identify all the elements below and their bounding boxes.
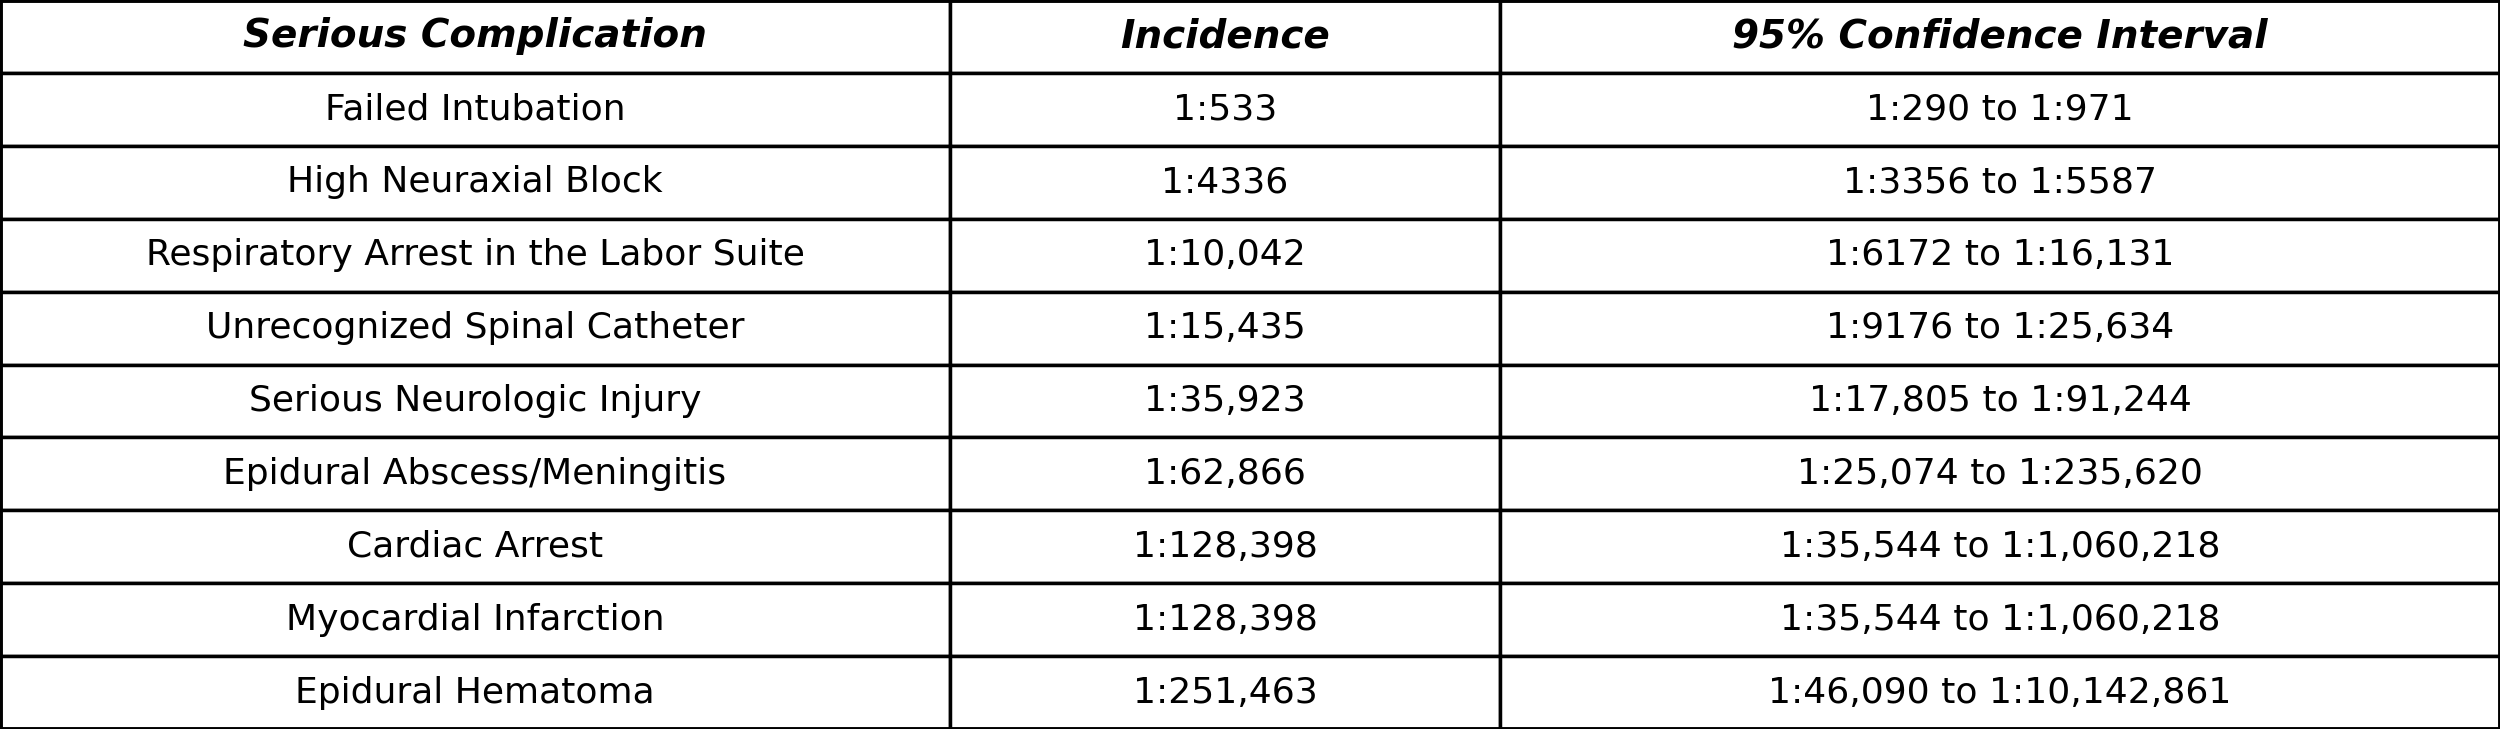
Text: High Neuraxial Block: High Neuraxial Block	[288, 165, 662, 199]
Bar	[950, 364, 1500, 437]
Text: 1:35,544 to 1:1,060,218: 1:35,544 to 1:1,060,218	[1780, 603, 2220, 636]
Bar	[950, 437, 1500, 510]
Text: Serious Neurologic Injury: Serious Neurologic Injury	[250, 384, 700, 418]
Bar	[950, 0, 1500, 73]
Text: Respiratory Arrest in the Labor Suite: Respiratory Arrest in the Labor Suite	[145, 238, 805, 272]
Bar	[0, 656, 950, 729]
Bar	[1500, 146, 2500, 219]
Text: Serious Complication: Serious Complication	[242, 17, 708, 55]
Bar	[0, 0, 950, 73]
Bar	[0, 219, 950, 292]
Bar	[0, 364, 950, 437]
Text: 1:128,398: 1:128,398	[1132, 603, 1318, 636]
Text: 1:17,805 to 1:91,244: 1:17,805 to 1:91,244	[1808, 384, 2192, 418]
Bar	[1500, 437, 2500, 510]
Bar	[1500, 0, 2500, 73]
Bar	[0, 583, 950, 656]
Bar	[0, 73, 950, 146]
Text: 1:290 to 1:971: 1:290 to 1:971	[1865, 93, 2135, 126]
Bar	[0, 437, 950, 510]
Text: 1:35,923: 1:35,923	[1145, 384, 1305, 418]
Bar	[1500, 583, 2500, 656]
Text: 1:3356 to 1:5587: 1:3356 to 1:5587	[1842, 165, 2158, 199]
Bar	[0, 292, 950, 364]
Text: 1:251,463: 1:251,463	[1132, 676, 1318, 709]
Text: 95% Confidence Interval: 95% Confidence Interval	[1732, 17, 2268, 55]
Bar	[950, 656, 1500, 729]
Text: Myocardial Infarction: Myocardial Infarction	[285, 603, 665, 636]
Bar	[1500, 656, 2500, 729]
Text: 1:9176 to 1:25,634: 1:9176 to 1:25,634	[1825, 311, 2175, 345]
Text: Epidural Hematoma: Epidural Hematoma	[295, 676, 655, 709]
Text: Failed Intubation: Failed Intubation	[325, 93, 625, 126]
Bar	[950, 73, 1500, 146]
Bar	[950, 583, 1500, 656]
Bar	[950, 292, 1500, 364]
Text: 1:15,435: 1:15,435	[1145, 311, 1305, 345]
Text: 1:128,398: 1:128,398	[1132, 530, 1318, 564]
Text: 1:62,866: 1:62,866	[1145, 457, 1305, 491]
Bar	[950, 219, 1500, 292]
Bar	[1500, 292, 2500, 364]
Bar	[1500, 510, 2500, 583]
Text: 1:35,544 to 1:1,060,218: 1:35,544 to 1:1,060,218	[1780, 530, 2220, 564]
Text: Epidural Abscess/Meningitis: Epidural Abscess/Meningitis	[222, 457, 728, 491]
Text: Cardiac Arrest: Cardiac Arrest	[348, 530, 602, 564]
Text: 1:4336: 1:4336	[1162, 165, 1288, 199]
Bar	[950, 146, 1500, 219]
Text: Incidence: Incidence	[1120, 17, 1330, 55]
Text: 1:25,074 to 1:235,620: 1:25,074 to 1:235,620	[1798, 457, 2202, 491]
Text: 1:533: 1:533	[1172, 93, 1278, 126]
Text: 1:46,090 to 1:10,142,861: 1:46,090 to 1:10,142,861	[1768, 676, 2232, 709]
Bar	[1500, 73, 2500, 146]
Bar	[0, 510, 950, 583]
Text: Unrecognized Spinal Catheter: Unrecognized Spinal Catheter	[205, 311, 745, 345]
Bar	[0, 146, 950, 219]
Bar	[1500, 364, 2500, 437]
Bar	[1500, 219, 2500, 292]
Text: 1:10,042: 1:10,042	[1145, 238, 1305, 272]
Text: 1:6172 to 1:16,131: 1:6172 to 1:16,131	[1825, 238, 2175, 272]
Bar	[950, 510, 1500, 583]
